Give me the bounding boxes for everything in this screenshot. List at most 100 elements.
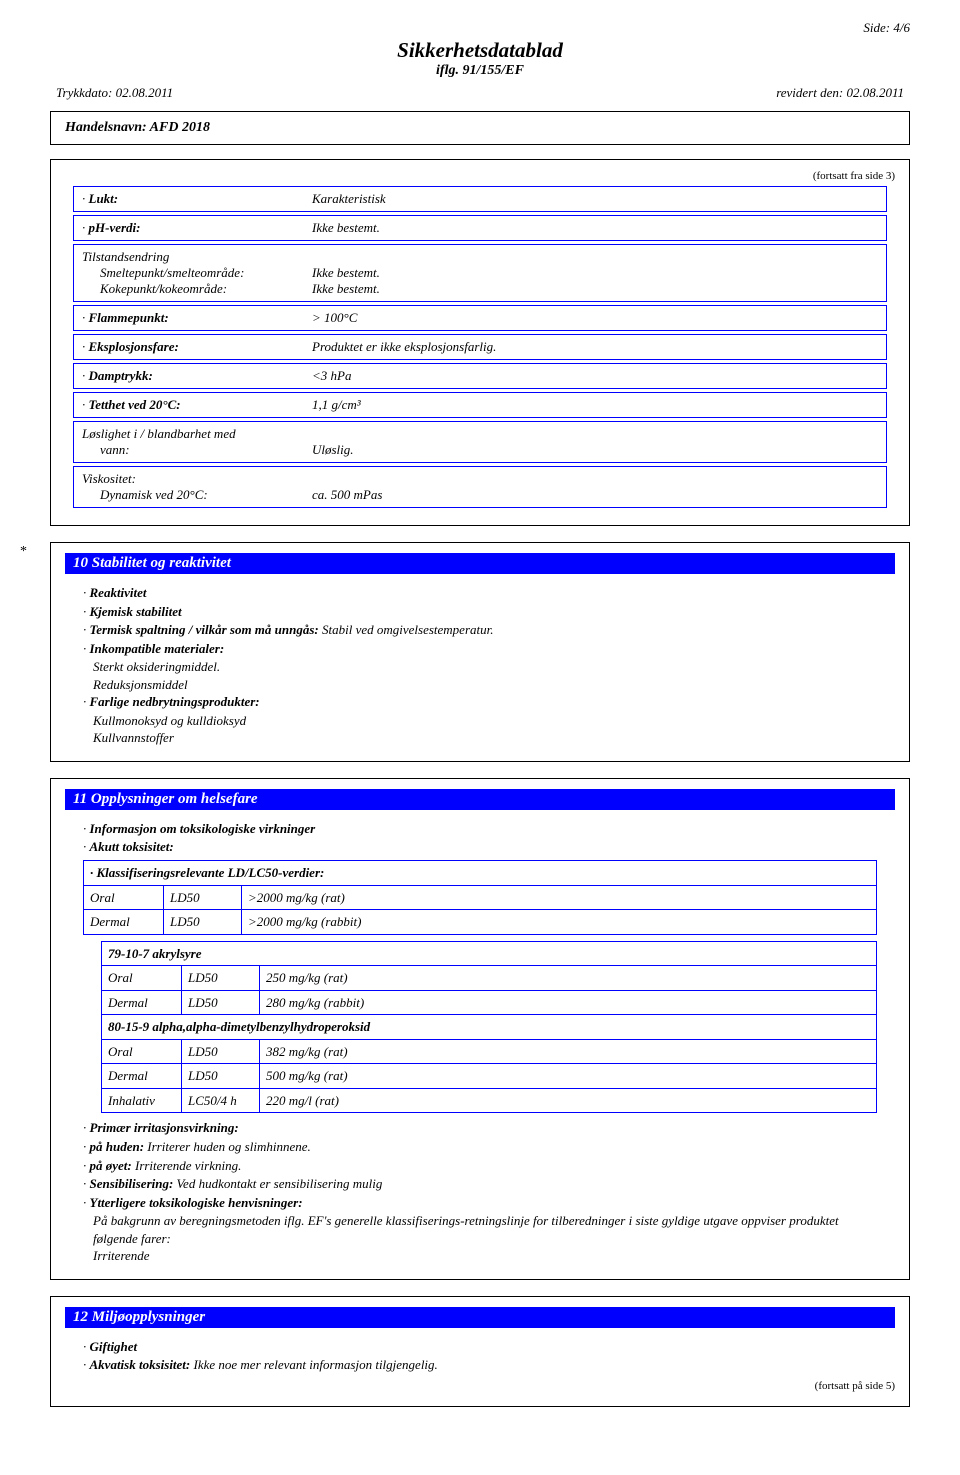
tox-t1-r1-c2: LD50	[164, 886, 242, 910]
s10-incomp-v1: Sterkt oksideringmiddel.	[83, 658, 877, 676]
tox-t1-r1-c1: Oral	[84, 886, 164, 910]
s10-hazdec-v2: Kullvannstoffer	[83, 729, 877, 747]
s11-eye-key: på øyet:	[90, 1158, 132, 1173]
s10-hazdec-v1: Kullmonoksyd og kulldioksyd	[83, 712, 877, 730]
prop-vapor-value: <3 hPa	[312, 368, 878, 384]
prop-odour: Lukt: Karakteristisk	[73, 186, 887, 212]
tradename-box: Handelsnavn: AFD 2018	[50, 111, 910, 145]
tox-t1-r2-c2: LD50	[164, 910, 242, 934]
s11-info: Informasjon om toksikologiske virkninger	[90, 821, 316, 836]
prop-odour-value: Karakteristisk	[312, 191, 878, 207]
tox-t3-r3-c2: LC50/4 h	[182, 1089, 260, 1113]
page-number: Side: 4/6	[50, 20, 910, 36]
prop-visc-key: Viskositet:	[82, 471, 136, 486]
prop-expl-key: Eksplosjonsfare:	[89, 339, 179, 354]
continued-from-note: (fortsatt fra side 3)	[65, 170, 895, 182]
prop-flashpoint: Flammepunkt: > 100°C	[73, 305, 887, 331]
tox-table-1: Klassifiseringsrelevante LD/LC50-verdier…	[83, 860, 877, 935]
prop-density-value: 1,1 g/cm³	[312, 397, 878, 413]
continued-on-note: (fortsatt på side 5)	[65, 1380, 895, 1392]
section-12-header: 12 Miljøopplysninger	[65, 1307, 895, 1328]
prop-boil-value: Ikke bestemt.	[312, 281, 380, 297]
prop-solubility: Løslighet i / blandbarhet med vann:Uløsl…	[73, 421, 887, 463]
table-row: Dermal LD50 500 mg/kg (rat)	[102, 1064, 876, 1089]
tox-t2-r2-c2: LD50	[182, 991, 260, 1015]
dates-row: Trykkdato: 02.08.2011 revidert den: 02.0…	[50, 85, 910, 101]
section-9-box: (fortsatt fra side 3) Lukt: Karakteristi…	[50, 159, 910, 526]
tox-t3-r3-c3: 220 mg/l (rat)	[260, 1089, 876, 1113]
prop-flash-value: > 100°C	[312, 310, 878, 326]
tox-t3-r1-c3: 382 mg/kg (rat)	[260, 1040, 876, 1064]
tradename-label: Handelsnavn: AFD 2018	[65, 120, 210, 135]
prop-solub-value: Uløslig.	[312, 442, 354, 458]
tox-sub1: 79-10-7 akrylsyre	[102, 942, 876, 967]
document-title: Sikkerhetsdatablad	[50, 38, 910, 63]
s11-addtox-v2: Irriterende	[83, 1247, 877, 1265]
prop-flash-key: Flammepunkt:	[89, 310, 169, 325]
prop-ph-value: Ikke bestemt.	[312, 220, 878, 236]
prop-ph: pH-verdi: Ikke bestemt.	[73, 215, 887, 241]
prop-state-key: Tilstandsendring	[82, 249, 169, 264]
s11-sens-value: Ved hudkontakt er sensibilisering mulig	[173, 1176, 382, 1191]
s12-aqua-key: Akvatisk toksisitet:	[90, 1357, 191, 1372]
table-row: Oral LD50 >2000 mg/kg (rat)	[84, 886, 876, 911]
tox-t2-r2-c1: Dermal	[102, 991, 182, 1015]
tox-class-header: Klassifiseringsrelevante LD/LC50-verdier…	[97, 865, 325, 880]
print-date: Trykkdato: 02.08.2011	[56, 85, 173, 101]
prop-boil-key: Kokepunkt/kokeområde:	[100, 281, 312, 297]
s10-hazdec-key: Farlige nedbrytningsprodukter:	[90, 694, 260, 709]
tox-t1-r2-c3: >2000 mg/kg (rabbit)	[242, 910, 876, 934]
s10-incomp-v2: Reduksjonsmiddel	[83, 676, 877, 694]
s12-tox: Giftighet	[90, 1339, 138, 1354]
prop-ph-key: pH-verdi:	[89, 220, 141, 235]
prop-vapor-key: Damptrykk:	[89, 368, 153, 383]
prop-solub-sub-key: vann:	[100, 442, 312, 458]
tox-t3-r2-c3: 500 mg/kg (rat)	[260, 1064, 876, 1088]
tox-t3-r2-c2: LD50	[182, 1064, 260, 1088]
s11-irrit: Primær irritasjonsvirkning:	[90, 1120, 239, 1135]
table-row: Dermal LD50 >2000 mg/kg (rabbit)	[84, 910, 876, 934]
prop-visc-sub-key: Dynamisk ved 20°C:	[100, 487, 312, 503]
s11-skin-key: på huden:	[90, 1139, 145, 1154]
prop-explosion: Eksplosjonsfare: Produktet er ikke ekspl…	[73, 334, 887, 360]
revised-date: revidert den: 02.08.2011	[776, 85, 904, 101]
tox-table-2: 79-10-7 akrylsyre Oral LD50 250 mg/kg (r…	[101, 941, 877, 1114]
s10-thermal-value: Stabil ved omgivelsestemperatur.	[319, 622, 494, 637]
prop-melt-key: Smeltepunkt/smelteområde:	[100, 265, 312, 281]
s11-sens-key: Sensibilisering:	[90, 1176, 174, 1191]
prop-density-key: Tetthet ved 20°C:	[89, 397, 181, 412]
prop-visc-value: ca. 500 mPas	[312, 487, 382, 503]
section-11-header: 11 Opplysninger om helsefare	[65, 789, 895, 810]
s12-aqua-value: Ikke noe mer relevant informasjon tilgje…	[190, 1357, 438, 1372]
table-row: Oral LD50 382 mg/kg (rat)	[102, 1040, 876, 1065]
s11-acute: Akutt toksisitet:	[90, 839, 174, 854]
table-row: Inhalativ LC50/4 h 220 mg/l (rat)	[102, 1089, 876, 1113]
prop-vapor: Damptrykk: <3 hPa	[73, 363, 887, 389]
s11-addtox-key: Ytterligere toksikologiske henvisninger:	[90, 1195, 303, 1210]
tox-t1-r2-c1: Dermal	[84, 910, 164, 934]
table-row: Oral LD50 250 mg/kg (rat)	[102, 966, 876, 991]
tox-t3-r2-c1: Dermal	[102, 1064, 182, 1088]
prop-odour-key: Lukt:	[89, 191, 119, 206]
tox-t3-r3-c1: Inhalativ	[102, 1089, 182, 1113]
section-10: * 10 Stabilitet og reaktivitet Reaktivit…	[50, 542, 910, 762]
prop-expl-value: Produktet er ikke eksplosjonsfarlig.	[312, 339, 878, 355]
s10-incomp-key: Inkompatible materialer:	[90, 641, 225, 656]
s10-chemstab: Kjemisk stabilitet	[90, 604, 182, 619]
prop-state-change: Tilstandsendring Smeltepunkt/smelteområd…	[73, 244, 887, 302]
tox-t2-r1-c1: Oral	[102, 966, 182, 990]
s11-eye-value: Irriterende virkning.	[132, 1158, 242, 1173]
tox-t2-r2-c3: 280 mg/kg (rabbit)	[260, 991, 876, 1015]
section-12: 12 Miljøopplysninger Giftighet Akvatisk …	[50, 1296, 910, 1407]
section-10-header: 10 Stabilitet og reaktivitet	[65, 553, 895, 574]
prop-melt-value: Ikke bestemt.	[312, 265, 380, 281]
s10-reactivity: Reaktivitet	[90, 585, 147, 600]
prop-density: Tetthet ved 20°C: 1,1 g/cm³	[73, 392, 887, 418]
tox-t2-r1-c3: 250 mg/kg (rat)	[260, 966, 876, 990]
table-row: Dermal LD50 280 mg/kg (rabbit)	[102, 991, 876, 1016]
s11-skin-value: Irriterer huden og slimhinnene.	[144, 1139, 311, 1154]
section-11: 11 Opplysninger om helsefare Informasjon…	[50, 778, 910, 1280]
tox-sub2: 80-15-9 alpha,alpha-dimetylbenzylhydrope…	[102, 1015, 876, 1040]
s11-addtox-v1: På bakgrunn av beregningsmetoden iflg. E…	[83, 1212, 877, 1247]
tox-t3-r1-c2: LD50	[182, 1040, 260, 1064]
